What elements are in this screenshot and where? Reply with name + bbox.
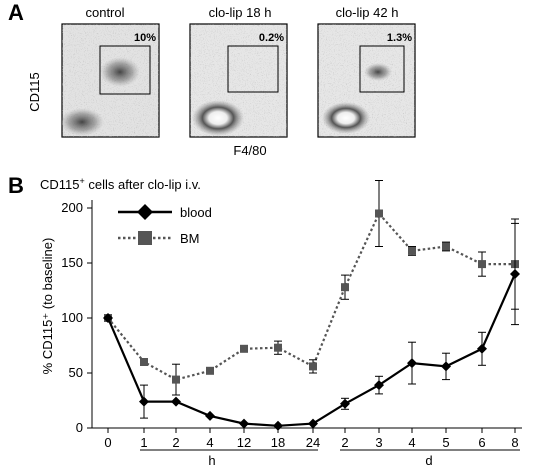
data-point-blood (477, 343, 487, 354)
x-tick-label: 2 (341, 435, 348, 450)
panel-b-letter: B (8, 173, 24, 198)
data-point-bm (478, 260, 486, 269)
legend-label-blood: blood (180, 205, 212, 220)
gate-percent: 0.2% (259, 32, 284, 44)
data-point-blood (139, 396, 149, 407)
series-line-blood (106, 273, 517, 427)
data-point-bm (309, 362, 317, 371)
data-point-blood (239, 418, 249, 429)
legend-marker-blood (137, 204, 153, 220)
flow-population (60, 108, 104, 136)
flow-population (100, 57, 140, 87)
x-tick-label: 18 (271, 435, 285, 450)
data-point-blood (171, 396, 181, 407)
x-tick-label: 5 (442, 435, 449, 450)
x-tick-label: 24 (306, 435, 320, 450)
panel-a-ylabel: CD115 (27, 72, 42, 112)
data-point-bm (408, 246, 416, 255)
flow-plot-title: clo-lip 42 h (336, 5, 399, 20)
gate-percent: 1.3% (387, 32, 412, 44)
data-point-bm (442, 242, 450, 251)
legend-marker-bm (138, 231, 152, 245)
flow-plot-control: control 10% (60, 5, 160, 138)
panel-b-title: CD115+ cells after clo-lip i.v. (40, 176, 201, 192)
x-tick-label: 4 (408, 435, 415, 450)
panel-b-ylabel: % CD115⁺ (to baseline) (40, 238, 55, 375)
gate-percent: 10% (134, 32, 156, 44)
flow-plot-title: control (85, 5, 124, 20)
data-point-blood (340, 398, 350, 409)
x-tick-label: 8 (511, 435, 518, 450)
y-tick-label: 0 (76, 420, 83, 435)
flow-population (322, 102, 370, 134)
data-point-blood (273, 420, 283, 431)
x-tick-label: 2 (172, 435, 179, 450)
data-point-blood (308, 418, 318, 429)
data-point-bm (274, 343, 282, 352)
x-tick-label: 12 (237, 435, 251, 450)
x-tick-label: 4 (206, 435, 213, 450)
y-tick-label: 100 (61, 310, 83, 325)
x-tick-label: 3 (375, 435, 382, 450)
flow-population (192, 100, 244, 136)
flow-gate (359, 45, 405, 93)
panel-a-xlabel: F4/80 (233, 143, 266, 158)
data-point-bm (140, 358, 148, 366)
data-point-blood (374, 380, 384, 391)
data-point-bm (172, 375, 180, 384)
legend-label-bm: BM (180, 231, 200, 246)
panel-a-letter: A (8, 0, 24, 25)
data-point-bm (240, 344, 248, 353)
data-point-blood (103, 313, 113, 323)
data-point-bm (341, 283, 349, 292)
data-point-blood (441, 361, 451, 372)
flow-plot-clo-lip-42h: clo-lip 42 h 1.3% (317, 5, 416, 138)
group-label-days: d (425, 453, 432, 467)
y-tick-label: 200 (61, 200, 83, 215)
flow-plot-title: clo-lip 18 h (209, 5, 272, 20)
flow-plot-clo-lip-18h: clo-lip 18 h 0.2% (189, 5, 288, 138)
flow-population (364, 63, 392, 81)
data-point-bm (206, 366, 214, 375)
group-label-hours: h (208, 453, 215, 467)
flow-gate (227, 45, 279, 93)
data-point-blood (407, 358, 417, 369)
y-tick-label: 50 (69, 365, 83, 380)
data-point-blood (205, 410, 215, 421)
data-point-blood (510, 269, 520, 279)
y-tick-label: 150 (61, 255, 83, 270)
x-tick-label: 6 (478, 435, 485, 450)
data-point-bm (375, 209, 383, 218)
x-tick-label: 1 (140, 435, 147, 450)
x-tick-label: 0 (104, 435, 111, 450)
flow-gate (99, 45, 151, 95)
